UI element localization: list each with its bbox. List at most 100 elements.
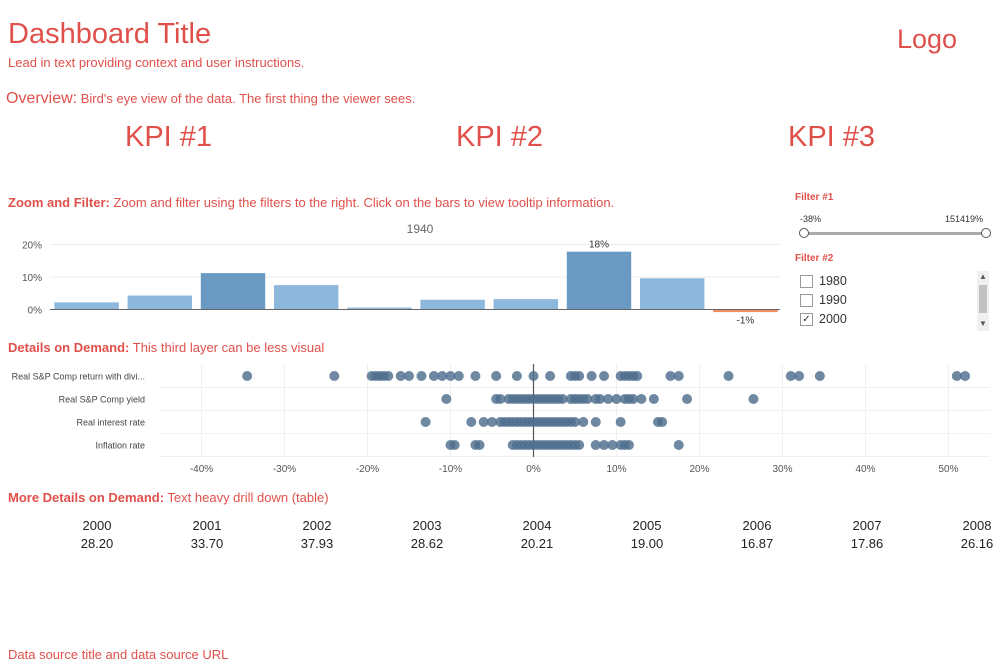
data-point[interactable] [445,371,456,381]
data-source-footer[interactable]: Data source title and data source URL [8,647,229,662]
filter-option-2000[interactable]: ✓ 2000 [800,310,847,328]
data-point[interactable] [428,371,439,381]
x-tick-label: 40% [855,464,875,475]
slider-min-handle[interactable] [799,228,809,238]
scroll-down-icon[interactable]: ▼ [979,319,987,328]
data-point[interactable] [478,417,489,427]
data-point[interactable] [449,440,460,450]
scrollbar-thumb[interactable] [979,285,987,313]
data-point[interactable] [487,417,497,427]
logo: Logo [897,24,958,54]
checkbox[interactable]: ✓ [800,312,813,326]
bar[interactable] [713,309,778,313]
strip-chart[interactable]: Real S&P Comp return with divi... Real S&… [0,362,1000,482]
more-details-section: More Details on Demand: Text heavy drill… [8,490,329,505]
data-point[interactable] [574,371,585,381]
table-year: 2003 [412,518,442,533]
zoom-filter-section: Zoom and Filter: Zoom and filter using t… [8,195,614,210]
data-point[interactable] [574,440,585,450]
data-point[interactable] [395,371,406,381]
data-point[interactable] [599,440,610,450]
data-point[interactable] [632,371,643,381]
bar-chart[interactable]: 1940 20% 10% 0% 18% -1% [0,218,780,338]
data-point[interactable] [951,371,962,381]
bar[interactable] [347,307,412,310]
bar[interactable] [493,299,559,310]
x-tick-label: 30% [772,464,792,475]
data-point[interactable] [466,417,477,427]
data-point[interactable] [437,371,448,381]
bar[interactable] [566,251,632,310]
filter-option-1990[interactable]: 1990 [800,291,847,309]
data-point[interactable] [607,440,618,450]
data-point[interactable] [383,371,394,381]
data-point[interactable] [557,394,568,404]
data-point[interactable] [578,417,589,427]
data-point[interactable] [511,371,522,381]
data-point[interactable] [623,440,634,450]
bar[interactable] [420,299,485,310]
data-point[interactable] [416,371,427,381]
checkbox[interactable] [800,274,813,288]
data-point[interactable] [723,371,734,381]
data-point[interactable] [611,394,622,404]
data-point[interactable] [673,440,684,450]
data-point[interactable] [242,371,253,381]
filter-option-label: 2000 [819,312,847,326]
bar[interactable] [273,285,339,310]
data-point[interactable] [648,394,659,404]
data-point[interactable] [570,417,580,427]
data-point[interactable] [491,371,502,381]
data-point[interactable] [586,371,597,381]
slider-max-label: 151419% [945,214,984,224]
data-point[interactable] [474,440,485,450]
data-point[interactable] [636,394,647,404]
range-slider-track[interactable] [803,232,985,235]
data-point[interactable] [590,417,601,427]
bar[interactable] [54,302,119,310]
table-column: 2007 17.86 [812,517,922,553]
scroll-up-icon[interactable]: ▲ [979,272,987,281]
table-column: 2003 28.62 [372,517,482,553]
data-point[interactable] [545,371,556,381]
x-tick-label: -10% [439,464,462,475]
data-point[interactable] [453,371,464,381]
data-point[interactable] [682,394,693,404]
table-column: 2002 37.93 [262,517,372,553]
data-point[interactable] [420,417,431,427]
data-point[interactable] [329,371,340,381]
data-point[interactable] [657,417,668,427]
checkbox[interactable] [800,293,813,307]
data-point[interactable] [615,417,626,427]
data-point[interactable] [582,394,593,404]
overview-text: Bird's eye view of the data. The first t… [80,91,416,106]
data-point[interactable] [794,371,805,381]
table-value: 28.62 [410,536,444,551]
data-point[interactable] [603,394,614,404]
filter-2-label: Filter #2 [795,253,834,264]
table-value: 16.87 [740,536,774,551]
bar[interactable] [200,273,266,310]
data-point[interactable] [748,394,759,404]
data-point[interactable] [495,394,506,404]
data-point[interactable] [628,394,639,404]
data-point[interactable] [785,371,796,381]
data-point[interactable] [594,394,605,404]
data-point[interactable] [599,371,610,381]
filter-option-1980[interactable]: 1980 [800,272,847,290]
data-point[interactable] [441,394,452,404]
data-point[interactable] [528,371,539,381]
data-point[interactable] [404,371,414,381]
table-year: 2005 [632,518,662,533]
data-point[interactable] [665,371,676,381]
bar[interactable] [127,295,193,310]
data-point[interactable] [814,371,825,381]
table-column: 2001 33.70 [152,517,262,553]
data-point[interactable] [470,371,481,381]
data-point[interactable] [673,371,684,381]
data-point[interactable] [590,440,601,450]
slider-max-handle[interactable] [981,228,991,238]
bar[interactable] [639,278,705,310]
data-point[interactable] [960,371,971,381]
bar-data-label: -1% [737,316,755,327]
